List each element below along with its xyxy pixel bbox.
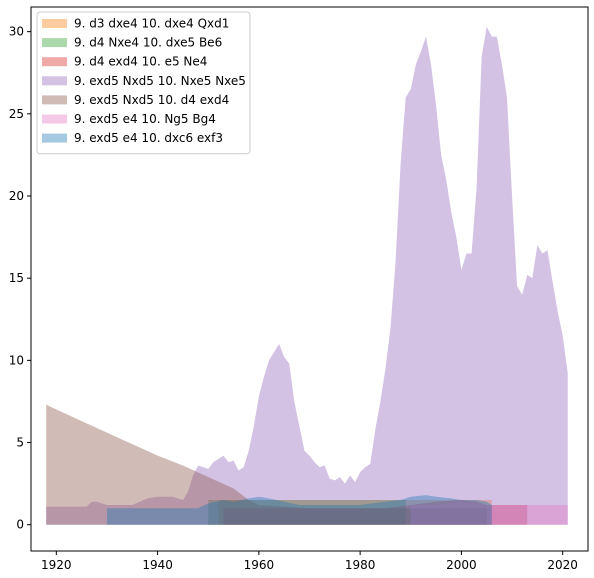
area-series-1 xyxy=(218,500,492,525)
x-tick-label: 1980 xyxy=(345,558,376,572)
legend-swatch xyxy=(42,133,67,143)
area-series-group xyxy=(46,26,568,525)
area-series-7 xyxy=(106,495,492,525)
y-tick-label: 30 xyxy=(9,25,24,39)
legend-label: 9. exd5 Nxd5 10. Nxe5 Nxe5 xyxy=(74,74,246,88)
plot-frame xyxy=(30,6,589,552)
y-tick-label: 10 xyxy=(9,353,24,367)
x-tick-label: 2020 xyxy=(547,558,578,572)
y-tick-label: 15 xyxy=(9,271,24,285)
x-tick-label: 1960 xyxy=(244,558,275,572)
legend-swatch xyxy=(42,95,67,105)
legend-label: 9. exd5 Nxd5 10. d4 exd4 xyxy=(74,93,229,107)
y-tick-label: 5 xyxy=(16,436,24,450)
area-series-3 xyxy=(223,500,528,525)
area-series-5 xyxy=(46,404,487,525)
legend-label: 9. d3 dxe4 10. dxe4 Qxd1 xyxy=(74,17,229,31)
legend-swatch xyxy=(42,76,67,86)
legend-label: 9. d4 exd4 10. e5 Ne4 xyxy=(74,55,207,69)
y-tick-label: 20 xyxy=(9,189,24,203)
area-series-4 xyxy=(46,26,568,525)
legend-swatch xyxy=(42,19,67,28)
y-axis: 0 5 10 15 20 25 30 xyxy=(9,25,31,532)
area-series-6 xyxy=(410,501,568,525)
legend-swatch xyxy=(42,114,67,124)
legend-label: 9. exd5 e4 10. Ng5 Bg4 xyxy=(74,112,216,126)
y-tick-label: 0 xyxy=(16,518,24,532)
x-tick-label: 1940 xyxy=(142,558,173,572)
area-series-2 xyxy=(208,500,406,525)
y-tick-label: 25 xyxy=(9,107,24,121)
x-axis: 1920 1940 1960 1980 2000 2020 xyxy=(41,551,578,572)
legend-swatch xyxy=(42,38,67,48)
legend: 9. d3 dxe4 10. dxe4 Qxd1 9. d4 Nxe4 10. d… xyxy=(36,11,251,155)
x-tick-label: 1920 xyxy=(41,558,72,572)
legend-label: 9. d4 Nxe4 10. dxe5 Be6 xyxy=(74,36,222,50)
legend-swatch xyxy=(42,57,67,67)
legend-label: 9. exd5 e4 10. dxc6 exf3 xyxy=(74,131,223,145)
x-tick-label: 2000 xyxy=(446,558,477,572)
legend-box xyxy=(36,11,251,155)
